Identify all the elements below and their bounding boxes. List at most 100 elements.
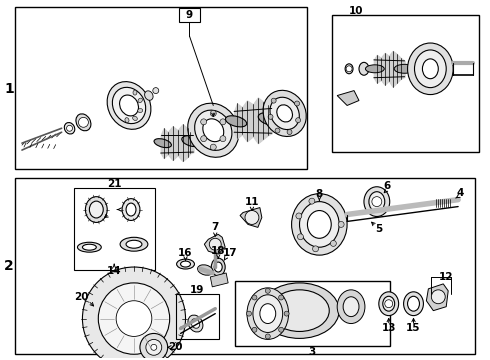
Circle shape [153,87,159,94]
Ellipse shape [181,261,191,267]
Bar [178,8,200,22]
Circle shape [209,238,221,250]
Text: 1: 1 [4,82,14,96]
Text: 13: 13 [382,324,396,333]
Ellipse shape [120,237,148,251]
Ellipse shape [203,119,224,142]
Ellipse shape [359,62,369,75]
Ellipse shape [369,192,385,212]
Circle shape [275,128,280,133]
Text: 21: 21 [107,179,122,189]
Ellipse shape [120,95,139,116]
Polygon shape [337,91,359,105]
Ellipse shape [394,64,415,73]
Circle shape [220,119,226,125]
Text: 15: 15 [406,324,421,333]
Text: 20: 20 [74,292,89,302]
Ellipse shape [76,114,91,131]
Circle shape [268,114,273,119]
Ellipse shape [188,315,203,332]
Ellipse shape [364,187,390,216]
Ellipse shape [260,283,339,338]
Ellipse shape [197,265,213,275]
Ellipse shape [247,288,289,339]
Ellipse shape [408,43,453,95]
Ellipse shape [126,240,142,248]
Circle shape [265,334,270,339]
Ellipse shape [182,136,201,147]
Circle shape [284,311,289,316]
Ellipse shape [85,197,107,222]
Ellipse shape [345,64,353,74]
Polygon shape [210,273,228,287]
Circle shape [297,234,303,240]
Circle shape [252,327,257,332]
Ellipse shape [211,258,225,276]
Text: 10: 10 [349,6,363,16]
Circle shape [431,290,445,304]
Ellipse shape [366,65,384,73]
Bar [235,281,390,346]
Ellipse shape [82,244,97,250]
Text: 20: 20 [169,342,183,352]
Circle shape [151,345,157,350]
Bar [74,188,155,270]
Text: 9: 9 [186,10,193,20]
Ellipse shape [337,290,365,324]
Text: 12: 12 [439,272,453,282]
Circle shape [246,311,251,316]
Ellipse shape [133,90,137,95]
Circle shape [201,136,207,141]
Circle shape [146,339,162,355]
Text: 4: 4 [456,188,464,198]
Ellipse shape [408,296,419,311]
Polygon shape [204,234,225,254]
Ellipse shape [415,50,446,87]
Ellipse shape [253,295,283,332]
Polygon shape [240,208,262,228]
Text: 11: 11 [245,197,259,207]
Text: 6: 6 [383,181,391,191]
Text: 3: 3 [309,347,316,357]
Ellipse shape [270,290,329,332]
Text: 2: 2 [4,259,14,273]
Ellipse shape [292,194,347,255]
Circle shape [279,295,284,300]
Ellipse shape [145,91,153,100]
Ellipse shape [138,109,143,113]
Ellipse shape [258,113,283,126]
Circle shape [313,246,318,252]
Ellipse shape [299,202,339,247]
Ellipse shape [260,304,276,324]
Ellipse shape [125,118,129,122]
Circle shape [271,98,276,103]
Ellipse shape [379,292,399,316]
Ellipse shape [176,259,195,269]
Circle shape [67,125,73,131]
Ellipse shape [383,296,394,311]
Circle shape [296,213,302,219]
Circle shape [338,221,344,228]
Ellipse shape [138,98,143,103]
Circle shape [287,130,292,135]
Circle shape [279,327,284,332]
Text: 18: 18 [211,246,225,256]
Circle shape [98,283,170,354]
Polygon shape [426,284,448,311]
Ellipse shape [107,82,151,129]
Circle shape [82,267,186,360]
Circle shape [295,118,300,123]
Text: 19: 19 [190,285,205,295]
Circle shape [346,66,352,72]
Ellipse shape [422,59,438,79]
Ellipse shape [277,105,293,122]
Text: 8: 8 [316,189,323,199]
Circle shape [385,300,392,308]
Ellipse shape [263,90,306,136]
Circle shape [210,144,216,150]
Circle shape [245,211,259,224]
Ellipse shape [270,97,299,130]
Bar [15,7,307,169]
Circle shape [78,117,88,127]
Ellipse shape [126,203,136,216]
